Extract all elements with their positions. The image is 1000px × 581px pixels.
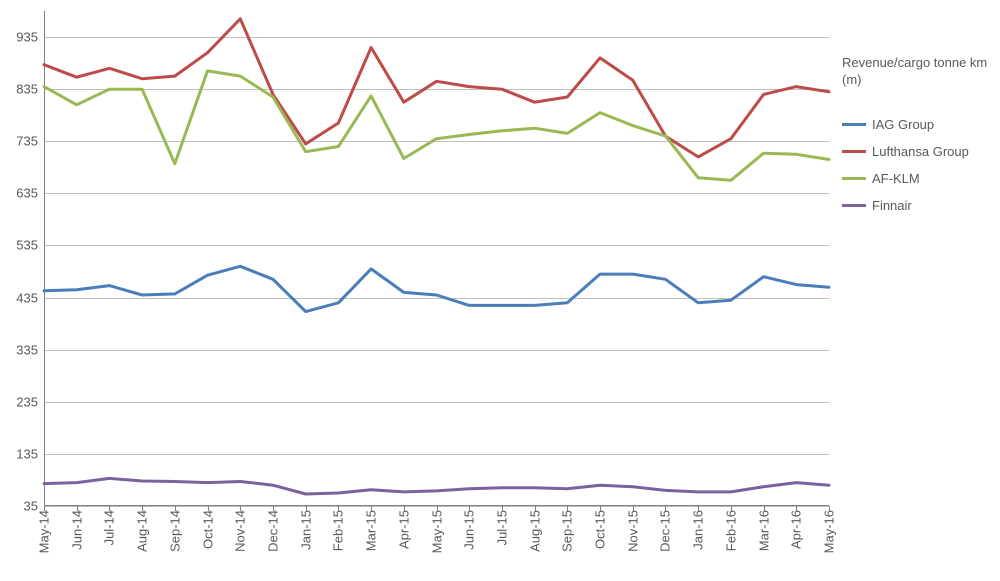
- x-tick-label: May-14: [37, 510, 52, 553]
- legend-swatch: [842, 204, 866, 207]
- legend-swatch: [842, 123, 866, 126]
- y-tick-label: 135: [16, 446, 44, 461]
- legend-label: AF-KLM: [872, 171, 920, 186]
- x-tick-label: Oct-15: [593, 510, 608, 549]
- x-tick-label: Jun-14: [69, 510, 84, 550]
- legend-item-finnair: Finnair: [842, 198, 992, 213]
- x-tick-label: Dec-14: [265, 510, 280, 552]
- plot-area: 35135235335435535635735835935 May-14Jun-…: [44, 10, 830, 506]
- series-afklm: [44, 71, 829, 180]
- x-tick-label: May-16: [822, 510, 837, 553]
- x-tick-label: Dec-15: [658, 510, 673, 552]
- y-tick-label: 235: [16, 394, 44, 409]
- legend-label: Finnair: [872, 198, 912, 213]
- legend-swatch: [842, 150, 866, 153]
- x-tick-label: Jan-16: [691, 510, 706, 550]
- y-tick-label: 535: [16, 238, 44, 253]
- x-tick-label: Jul-14: [102, 510, 117, 545]
- x-tick-label: Feb-16: [723, 510, 738, 551]
- x-tick-label: Sep-15: [560, 510, 575, 552]
- y-tick-label: 335: [16, 342, 44, 357]
- x-tick-label: Jan-15: [298, 510, 313, 550]
- line-chart: 35135235335435535635735835935 May-14Jun-…: [0, 0, 1000, 581]
- x-tick-label: Mar-15: [364, 510, 379, 551]
- y-tick-label: 735: [16, 134, 44, 149]
- x-tick-label: Oct-14: [200, 510, 215, 549]
- y-tick-label: 835: [16, 82, 44, 97]
- x-tick-label: Jun-15: [462, 510, 477, 550]
- series-finnair: [44, 478, 829, 494]
- x-tick-label: Sep-14: [167, 510, 182, 552]
- legend-item-afklm: AF-KLM: [842, 171, 992, 186]
- x-tick-label: Aug-14: [135, 510, 150, 552]
- legend-item-iag: IAG Group: [842, 117, 992, 132]
- x-tick-label: Nov-14: [233, 510, 248, 552]
- x-tick-label: Nov-15: [625, 510, 640, 552]
- legend-label: Lufthansa Group: [872, 144, 969, 159]
- legend: Revenue/cargo tonne km (m) IAG Group Luft…: [842, 55, 992, 225]
- legend-title: Revenue/cargo tonne km (m): [842, 55, 992, 89]
- series-iag: [44, 266, 829, 311]
- x-tick-label: Jul-15: [494, 510, 509, 545]
- y-tick-label: 435: [16, 290, 44, 305]
- x-tick-label: Apr-16: [789, 510, 804, 549]
- y-tick-label: 635: [16, 186, 44, 201]
- x-tick-label: Mar-16: [756, 510, 771, 551]
- x-tick-label: Apr-15: [396, 510, 411, 549]
- legend-label: IAG Group: [872, 117, 934, 132]
- y-tick-label: 935: [16, 30, 44, 45]
- series-lines: [44, 11, 829, 506]
- x-tick-label: May-15: [429, 510, 444, 553]
- legend-item-lufthansa: Lufthansa Group: [842, 144, 992, 159]
- x-tick-label: Aug-15: [527, 510, 542, 552]
- legend-swatch: [842, 177, 866, 180]
- x-tick-label: Feb-15: [331, 510, 346, 551]
